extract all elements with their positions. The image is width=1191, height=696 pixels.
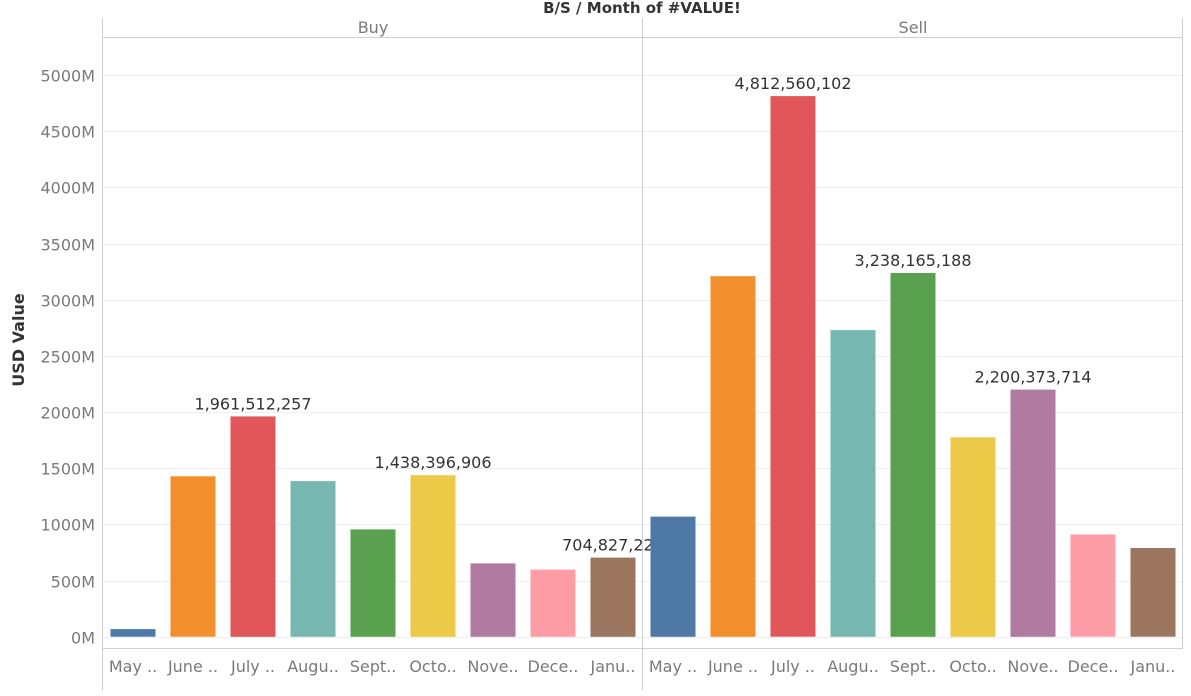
x-tick-label: Sept.. bbox=[890, 657, 937, 676]
y-tick-label: 1500M bbox=[40, 460, 95, 479]
pane-borders bbox=[102, 18, 1183, 690]
y-tick-label: 4500M bbox=[40, 123, 95, 142]
pane-buy: Buy May .. June .. 1,961,512,257 July .. Augu… bbox=[109, 18, 664, 676]
bar-buy-5[interactable] bbox=[350, 529, 396, 637]
x-tick-label: Nove.. bbox=[467, 657, 518, 676]
x-tick-label: Sept.. bbox=[350, 657, 397, 676]
bar-buy-3[interactable] bbox=[230, 416, 276, 637]
bar-sell-9[interactable] bbox=[1130, 548, 1176, 637]
panes: Buy May .. June .. 1,961,512,257 July .. Augu… bbox=[109, 18, 1176, 676]
bar-buy-8[interactable] bbox=[530, 569, 576, 637]
data-label: 3,238,165,188 bbox=[854, 251, 971, 270]
x-tick-label: July .. bbox=[230, 657, 275, 676]
bar-sell-6[interactable] bbox=[950, 437, 996, 637]
y-tick-label: 3000M bbox=[40, 292, 95, 311]
bar-buy-9[interactable] bbox=[590, 557, 636, 637]
data-label: 704,827,226 bbox=[562, 536, 664, 555]
data-label: 4,812,560,102 bbox=[734, 74, 851, 93]
chart-title: B/S / Month of #VALUE! bbox=[543, 0, 741, 17]
y-tick-label: 0M bbox=[71, 629, 95, 648]
bar-sell-4[interactable] bbox=[830, 330, 876, 637]
bar-sell-1[interactable] bbox=[650, 516, 696, 637]
bar-buy-7[interactable] bbox=[470, 563, 516, 637]
x-tick-label: Augu.. bbox=[827, 657, 879, 676]
pane-title: Sell bbox=[899, 18, 928, 37]
x-tick-label: Nove.. bbox=[1007, 657, 1058, 676]
pane-sell: Sell May .. June .. 4,812,560,102 July .. Aug… bbox=[649, 18, 1176, 676]
y-axis-label: USD Value bbox=[9, 293, 28, 387]
x-tick-label: Octo.. bbox=[409, 657, 456, 676]
y-tick-label: 4000M bbox=[40, 179, 95, 198]
data-label: 1,438,396,906 bbox=[374, 453, 491, 472]
x-tick-label: May .. bbox=[109, 657, 157, 676]
x-tick-label: Dece.. bbox=[1068, 657, 1119, 676]
bar-buy-6[interactable] bbox=[410, 475, 456, 637]
x-tick-label: Janu.. bbox=[590, 657, 636, 676]
bar-sell-5[interactable] bbox=[890, 273, 936, 637]
bar-sell-7[interactable] bbox=[1010, 389, 1056, 637]
bar-buy-4[interactable] bbox=[290, 481, 336, 637]
y-tick-label: 500M bbox=[51, 573, 95, 592]
data-label: 1,961,512,257 bbox=[194, 394, 311, 413]
x-tick-label: Janu.. bbox=[1130, 657, 1176, 676]
x-tick-label: Dece.. bbox=[528, 657, 579, 676]
y-tick-label: 1000M bbox=[40, 516, 95, 535]
x-tick-label: July .. bbox=[770, 657, 815, 676]
y-tick-label: 2000M bbox=[40, 404, 95, 423]
data-label: 2,200,373,714 bbox=[974, 368, 1091, 387]
pane-title: Buy bbox=[358, 18, 389, 37]
y-tick-label: 3500M bbox=[40, 236, 95, 255]
bar-sell-2[interactable] bbox=[710, 276, 756, 637]
x-tick-label: May .. bbox=[649, 657, 697, 676]
bar-buy-1[interactable] bbox=[110, 629, 156, 637]
bar-buy-2[interactable] bbox=[170, 476, 216, 637]
bar-sell-8[interactable] bbox=[1070, 534, 1116, 637]
y-tick-label: 5000M bbox=[40, 67, 95, 86]
y-tick-label: 2500M bbox=[40, 348, 95, 367]
x-tick-label: Augu.. bbox=[287, 657, 339, 676]
x-tick-label: June .. bbox=[707, 657, 758, 676]
bar-sell-3[interactable] bbox=[770, 96, 816, 637]
y-axis-ticks: 0M 500M 1000M 1500M 2000M 2500M 3000M 3500M 4000… bbox=[40, 67, 95, 648]
x-tick-label: June .. bbox=[167, 657, 218, 676]
x-tick-label: Octo.. bbox=[949, 657, 996, 676]
